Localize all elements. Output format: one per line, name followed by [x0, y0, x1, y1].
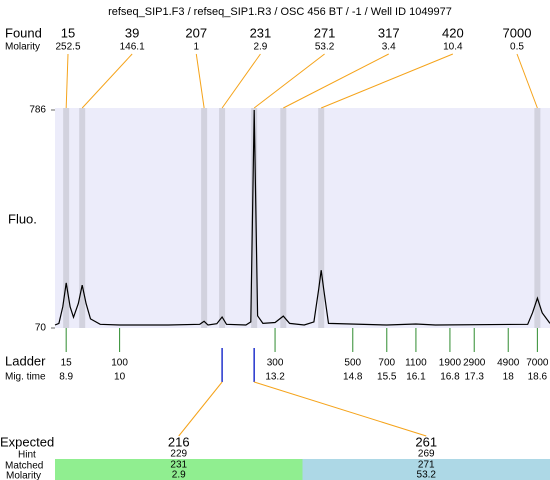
- peak-band: [79, 108, 86, 328]
- expected-size: 261: [415, 434, 437, 449]
- hint: 269: [418, 449, 435, 460]
- y-tick-label: 786: [29, 105, 46, 116]
- found-molarity: 146.1: [120, 42, 145, 53]
- found-leader: [65, 53, 69, 109]
- found-label: Found: [5, 25, 42, 40]
- ladder-size: 7000: [526, 358, 549, 369]
- found-leader: [283, 53, 389, 109]
- found-leader: [321, 53, 454, 109]
- ladder-size: 1100: [405, 358, 427, 369]
- found-size: 39: [125, 25, 139, 40]
- expected-leader: [254, 381, 427, 437]
- found-leader: [221, 53, 261, 109]
- found-size: 317: [378, 25, 400, 40]
- ladder-time: 16.8: [440, 372, 460, 383]
- found-size: 271: [314, 25, 336, 40]
- trace: [54, 109, 550, 326]
- ladder-size: 500: [344, 358, 361, 369]
- ladder-size: 2900: [463, 358, 486, 369]
- found-molarity: 0.5: [510, 42, 524, 53]
- found-size: 231: [250, 25, 272, 40]
- found-molarity: 2.9: [253, 42, 267, 53]
- ladder-time: 16.1: [406, 372, 426, 383]
- plot-area: [55, 108, 550, 328]
- ladder-label: Ladder: [5, 353, 46, 368]
- found-molarity: 10.4: [443, 42, 463, 53]
- molarity: 2.9: [172, 470, 186, 480]
- found-size: 207: [185, 25, 207, 40]
- ladder-size: 700: [378, 358, 395, 369]
- matched-bar: [302, 459, 550, 480]
- y-label: Fluo.: [8, 211, 37, 226]
- time-label: Mig. time: [5, 372, 46, 383]
- found-size: 7000: [503, 25, 532, 40]
- found-molarity: 53.2: [315, 42, 335, 53]
- peak-band: [63, 108, 70, 328]
- found-leader: [81, 53, 133, 109]
- peak-band: [534, 108, 541, 328]
- ladder-time: 18: [503, 372, 515, 383]
- y-tick-label: 70: [35, 323, 47, 334]
- molarity-label: Molarity: [5, 42, 40, 53]
- ladder-time: 17.3: [464, 372, 484, 383]
- hint: 229: [170, 449, 187, 460]
- matched: 271: [418, 460, 435, 471]
- found-leader: [253, 53, 325, 109]
- title: refseq_SIP1.F3 / refseq_SIP1.R3 / OSC 45…: [108, 6, 452, 18]
- expected-leader: [178, 381, 223, 437]
- ladder-time: 15.5: [377, 372, 397, 383]
- found-molarity: 1: [194, 42, 200, 53]
- found-leader: [516, 53, 538, 109]
- expected-label: Expected: [0, 434, 54, 449]
- peak-band: [201, 108, 208, 328]
- expected-size: 216: [168, 434, 190, 449]
- ladder-time: 14.8: [343, 372, 363, 383]
- matched-bar: [55, 459, 303, 480]
- found-molarity: 3.4: [382, 42, 396, 53]
- ladder-size: 4900: [497, 358, 520, 369]
- ladder-time: 10: [114, 372, 126, 383]
- found-leader: [195, 53, 205, 109]
- molarity-label: Molarity: [6, 471, 41, 480]
- found-molarity: 252.5: [55, 42, 80, 53]
- ladder-time: 13.2: [265, 372, 285, 383]
- found-size: 15: [61, 25, 75, 40]
- peak-band: [280, 108, 287, 328]
- found-size: 420: [442, 25, 464, 40]
- ladder-size: 300: [267, 358, 284, 369]
- peak-band: [318, 108, 325, 328]
- peak-band: [251, 108, 258, 328]
- ladder-time: 8.9: [59, 372, 73, 383]
- ladder-size: 100: [111, 358, 128, 369]
- molarity: 53.2: [417, 470, 437, 480]
- matched: 231: [170, 460, 187, 471]
- peak-band: [219, 108, 226, 328]
- hint-label: Hint: [18, 450, 36, 461]
- ladder-size: 15: [61, 358, 73, 369]
- ladder-size: 1900: [439, 358, 462, 369]
- matched-label: Matched: [5, 461, 43, 472]
- ladder-time: 18.6: [528, 372, 548, 383]
